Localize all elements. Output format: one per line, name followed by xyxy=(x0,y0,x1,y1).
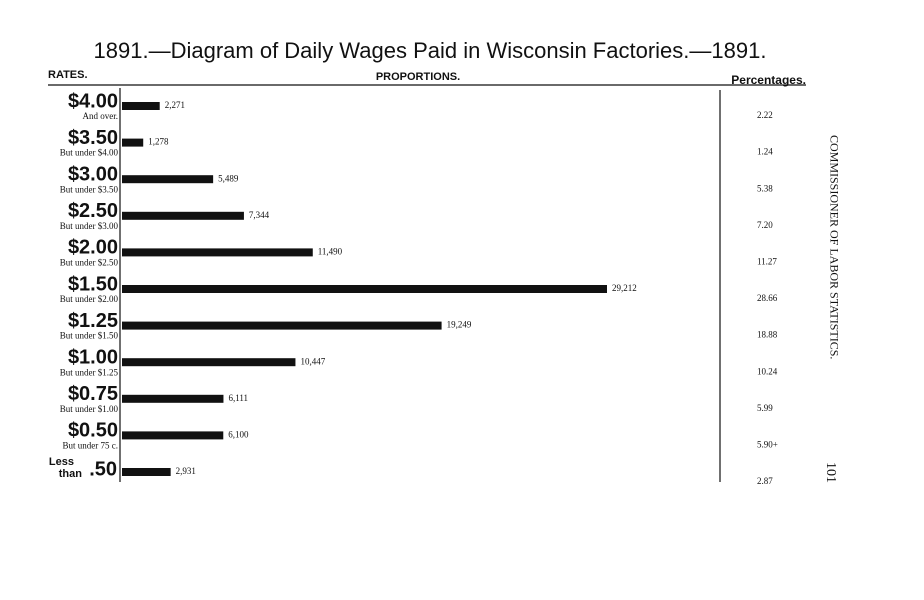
value-label: 2,271 xyxy=(165,100,185,110)
rate-label: $1.50 xyxy=(68,273,118,295)
percentage: 5.38 xyxy=(757,183,773,193)
rate-label: $1.00 xyxy=(68,346,118,368)
bar xyxy=(122,138,144,147)
value-label: 10,447 xyxy=(300,356,325,366)
rate-label: $2.50 xyxy=(68,200,118,222)
bar xyxy=(122,211,244,220)
side-note: COMMISSIONER OF LABOR STATISTICS. xyxy=(827,135,841,359)
rate-label: $1.25 xyxy=(68,310,118,332)
bar xyxy=(122,285,607,293)
rate-note: But under $1.25 xyxy=(60,367,119,377)
rate-label: $3.50 xyxy=(68,127,118,149)
rate-note: But under 75 c. xyxy=(63,440,119,450)
percentage: 2.22 xyxy=(757,110,773,120)
rate-note: But under $3.50 xyxy=(60,184,119,194)
rate-note: But under $1.00 xyxy=(60,404,119,414)
bar xyxy=(122,175,214,184)
rate-note: But under $1.50 xyxy=(60,331,119,341)
rate-note: But under $4.00 xyxy=(60,148,119,158)
rate-note: But under $3.00 xyxy=(60,221,119,231)
percentage: 5.90+ xyxy=(757,439,778,449)
bar xyxy=(122,431,224,440)
bar xyxy=(122,394,224,403)
percentage: 11.27 xyxy=(757,256,777,266)
value-label: 1,278 xyxy=(148,137,169,147)
rate-label: $0.50 xyxy=(68,420,118,442)
bar xyxy=(122,102,160,110)
value-label: 6,100 xyxy=(228,429,249,439)
bar xyxy=(122,321,442,330)
percentage: 7.20 xyxy=(757,220,773,230)
value-label: 19,249 xyxy=(447,320,472,330)
value-label: 29,212 xyxy=(612,283,637,293)
rate-label: $4.00 xyxy=(68,90,118,112)
percentage: 28.66 xyxy=(757,293,778,303)
chart-title: 1891.—Diagram of Daily Wages Paid in Wis… xyxy=(94,38,767,63)
proportions-header: PROPORTIONS. xyxy=(376,71,460,83)
percentage: 1.24 xyxy=(757,147,773,157)
percentage: 5.99 xyxy=(757,403,773,413)
value-label: 5,489 xyxy=(218,173,239,183)
rate-note: But under $2.00 xyxy=(60,294,119,304)
value-label: 6,111 xyxy=(228,393,248,403)
percentages-header: Percentages. xyxy=(731,73,806,87)
page-number: 101 xyxy=(823,462,838,483)
rate-label: $0.75 xyxy=(68,383,118,405)
value-label: 2,931 xyxy=(176,466,196,476)
bar xyxy=(122,248,313,257)
percentage: 2.87 xyxy=(757,476,773,486)
bar xyxy=(122,468,171,476)
bar xyxy=(122,358,296,367)
rate-label: .50 xyxy=(89,458,117,480)
percentage: 10.24 xyxy=(757,366,778,376)
percentage: 18.88 xyxy=(757,330,778,340)
rate-note: But under $2.50 xyxy=(60,257,119,267)
rate-note: Less than xyxy=(49,456,82,480)
rates-header: RATES. xyxy=(48,69,88,81)
rate-note: And over. xyxy=(83,111,119,121)
value-label: 7,344 xyxy=(249,210,270,220)
value-label: 11,490 xyxy=(318,246,343,256)
rate-label: $3.00 xyxy=(68,163,118,185)
rate-label: $2.00 xyxy=(68,237,118,259)
